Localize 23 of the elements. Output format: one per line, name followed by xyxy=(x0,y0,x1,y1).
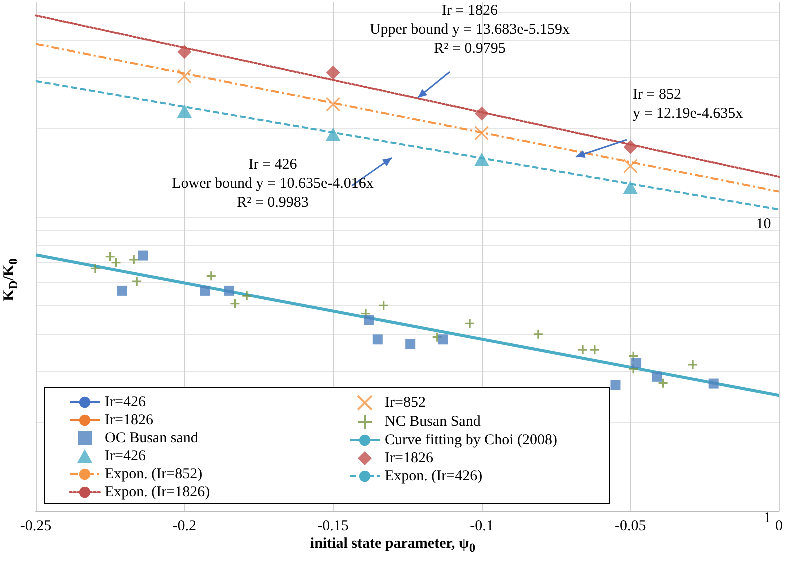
legend-label: Curve fitting by Choi (2008) xyxy=(385,432,558,448)
legend-label: OC Busan sand xyxy=(105,430,199,446)
x-tick-label: 0 xyxy=(776,518,783,534)
y-tick-label: 1 xyxy=(764,510,772,526)
x-tick-label: -0.05 xyxy=(614,518,646,534)
legend-label: Ir=426 xyxy=(105,394,146,410)
legend-label: Ir=1826 xyxy=(105,412,154,428)
annotation: Ir = 426 Lower bound y = 10.635e-4.016x R² = 0.9983 xyxy=(171,156,375,213)
x-tick-label: -0.2 xyxy=(172,518,197,534)
legend-label: NC Busan Sand xyxy=(385,414,482,430)
legend-label: Ir=852 xyxy=(385,395,426,411)
x-tick-label: -0.15 xyxy=(318,518,349,534)
legend-label: Expon. (Ir=426) xyxy=(385,468,483,484)
y-tick-label: 10 xyxy=(756,216,772,233)
annotation: Ir = 1826 Upper bound y = 13.683e-5.159x R² = 0.9795 xyxy=(368,2,572,59)
x-tick-label: -0.1 xyxy=(470,518,494,534)
legend-label: Ir=1826 xyxy=(385,450,434,466)
legend-label: Expon. (Ir=1826) xyxy=(105,484,210,500)
annotation: Ir = 852 y = 12.19e-4.635x xyxy=(633,86,744,124)
legend-label: Ir=426 xyxy=(105,448,146,464)
x-tick-label: -0.25 xyxy=(20,518,52,534)
x-axis-title: initial state parameter, ψ$_{0}$ xyxy=(309,536,477,556)
legend-label: Expon. (Ir=852) xyxy=(105,466,203,482)
